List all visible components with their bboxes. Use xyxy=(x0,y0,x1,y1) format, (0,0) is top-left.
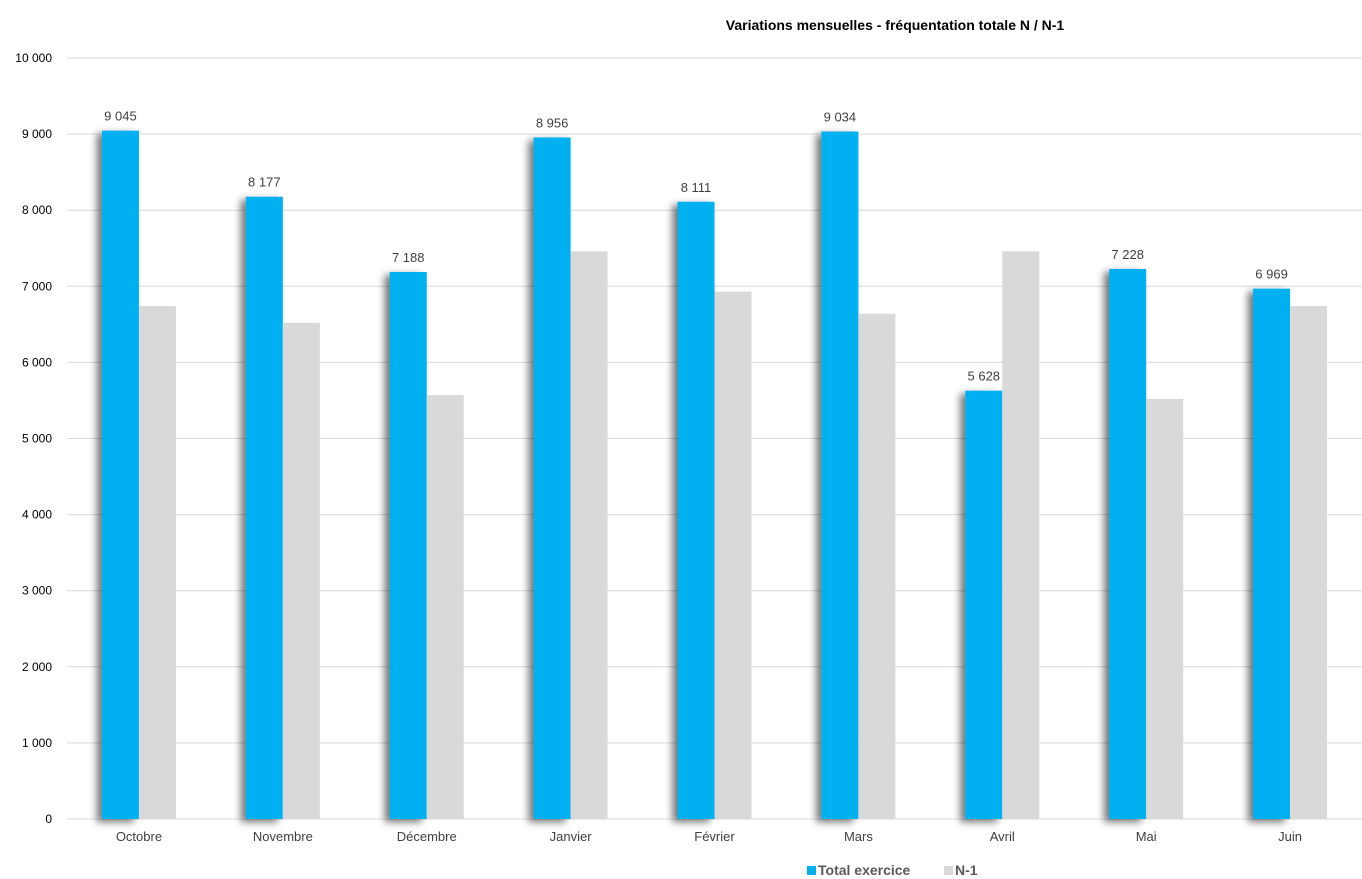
data-label-total-exercice: 5 628 xyxy=(968,369,1001,384)
bar-total-exercice xyxy=(1109,268,1147,819)
y-tick-label: 2 000 xyxy=(22,660,52,674)
bar-total-exercice xyxy=(533,137,571,820)
legend-label: N-1 xyxy=(955,862,978,878)
y-tick-label: 1 000 xyxy=(22,736,52,750)
bar-total-exercice xyxy=(821,131,859,820)
x-tick-label: Janvier xyxy=(550,829,593,844)
bar-total-exercice xyxy=(245,196,283,820)
legend-swatch xyxy=(807,866,816,875)
x-tick-label: Mars xyxy=(844,829,873,844)
y-tick-label: 5 000 xyxy=(22,432,52,446)
x-tick-label: Juin xyxy=(1278,829,1302,844)
chart-title: Variations mensuelles - fréquentation to… xyxy=(726,17,1065,33)
data-labels: 9 045 8 177 7 188 8 956 8 111 9 034 5 628 7 228… xyxy=(104,109,1288,384)
bar-n-1 xyxy=(426,395,464,819)
bars xyxy=(101,130,1328,820)
data-label-total-exercice: 9 045 xyxy=(104,109,137,124)
data-label-total-exercice: 8 177 xyxy=(248,175,281,190)
bar-n-1 xyxy=(138,306,176,819)
data-label-total-exercice: 8 111 xyxy=(681,180,712,195)
bar-n-1 xyxy=(858,313,896,819)
bar-total-exercice xyxy=(1253,288,1291,820)
bar-total-exercice xyxy=(965,390,1003,819)
bar-n-1 xyxy=(714,291,752,819)
x-tick-label: Avril xyxy=(990,829,1015,844)
y-axis: 0 1 000 2 000 3 000 4 000 5 000 6 000 7 000 8 00… xyxy=(15,51,52,826)
x-tick-label: Octobre xyxy=(116,829,162,844)
bar-total-exercice xyxy=(101,130,139,819)
y-tick-label: 7 000 xyxy=(22,279,52,293)
y-tick-label: 0 xyxy=(45,812,52,826)
bar-n-1 xyxy=(282,322,320,819)
x-axis: Octobre Novembre Décembre Janvier Février Mar… xyxy=(116,829,1302,844)
legend-swatch xyxy=(944,866,953,875)
data-label-total-exercice: 9 034 xyxy=(824,110,857,125)
y-tick-label: 6 000 xyxy=(22,355,52,369)
bar-n-1 xyxy=(1290,306,1328,819)
bar-n-1 xyxy=(570,251,608,819)
bar-total-exercice xyxy=(677,201,715,819)
x-tick-label: Décembre xyxy=(397,829,457,844)
legend: Total exercice N-1 xyxy=(807,862,978,878)
data-label-total-exercice: 8 956 xyxy=(536,115,569,130)
y-tick-label: 8 000 xyxy=(22,203,52,217)
bar-n-1 xyxy=(1002,251,1040,819)
legend-label: Total exercice xyxy=(818,862,911,878)
x-tick-label: Novembre xyxy=(253,829,313,844)
x-tick-label: Mai xyxy=(1136,829,1157,844)
y-tick-label: 3 000 xyxy=(22,584,52,598)
data-label-total-exercice: 7 228 xyxy=(1111,247,1144,262)
y-tick-label: 9 000 xyxy=(22,127,52,141)
bar-total-exercice xyxy=(389,271,427,820)
data-label-total-exercice: 6 969 xyxy=(1255,267,1288,282)
bar-n-1 xyxy=(1146,398,1184,819)
data-label-total-exercice: 7 188 xyxy=(392,250,425,265)
y-tick-label: 10 000 xyxy=(15,51,52,65)
x-tick-label: Février xyxy=(694,829,735,844)
y-tick-label: 4 000 xyxy=(22,508,52,522)
